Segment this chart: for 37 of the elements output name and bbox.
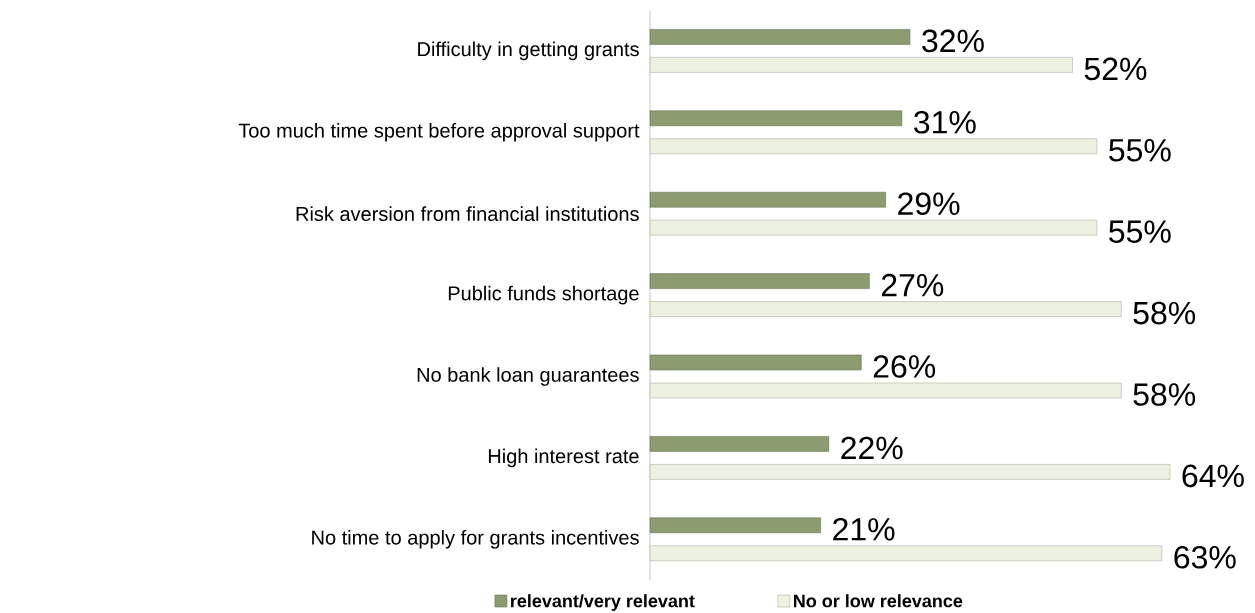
bar — [649, 301, 1122, 317]
data-label: 58% — [1133, 383, 1196, 406]
y-tick-label: Risk aversion from financial institutions — [296, 206, 639, 222]
data-label: 31% — [914, 110, 976, 134]
bar — [649, 545, 1163, 562]
bar — [649, 110, 903, 127]
data-label: 21% — [833, 518, 895, 541]
data-label: 63% — [1174, 545, 1236, 569]
data-label: 27% — [881, 273, 944, 297]
legend-label: No or low relevance — [794, 594, 963, 608]
data-label: 29% — [898, 192, 960, 216]
bar — [649, 464, 1171, 480]
bar — [649, 436, 830, 452]
bar — [649, 382, 1122, 399]
legend-label: relevant/very relevant — [511, 594, 695, 611]
y-tick-label: No time to apply for grants incentives — [312, 529, 639, 549]
bar — [649, 517, 821, 534]
y-tick-label: Too much time spent before approval support — [238, 122, 640, 142]
data-label: 58% — [1133, 301, 1196, 325]
data-label: 22% — [841, 436, 903, 460]
y-tick-label: Difficulty in getting grants — [418, 41, 639, 61]
bar — [649, 138, 1098, 155]
bar — [649, 29, 911, 45]
data-label: 64% — [1182, 464, 1244, 488]
data-label: 26% — [873, 355, 936, 378]
bar — [649, 191, 886, 208]
bar — [649, 354, 862, 371]
bar — [649, 273, 870, 289]
y-tick-label: No bank loan guarantees — [417, 367, 639, 386]
data-label: 55% — [1109, 220, 1171, 243]
data-label: 52% — [1084, 57, 1147, 81]
bar — [649, 57, 1073, 73]
bar — [649, 219, 1098, 236]
data-label: 55% — [1109, 139, 1171, 162]
y-tick-label: Public funds shortage — [448, 285, 639, 305]
data-label: 32% — [922, 29, 984, 53]
y-tick-label: High interest rate — [488, 448, 639, 468]
